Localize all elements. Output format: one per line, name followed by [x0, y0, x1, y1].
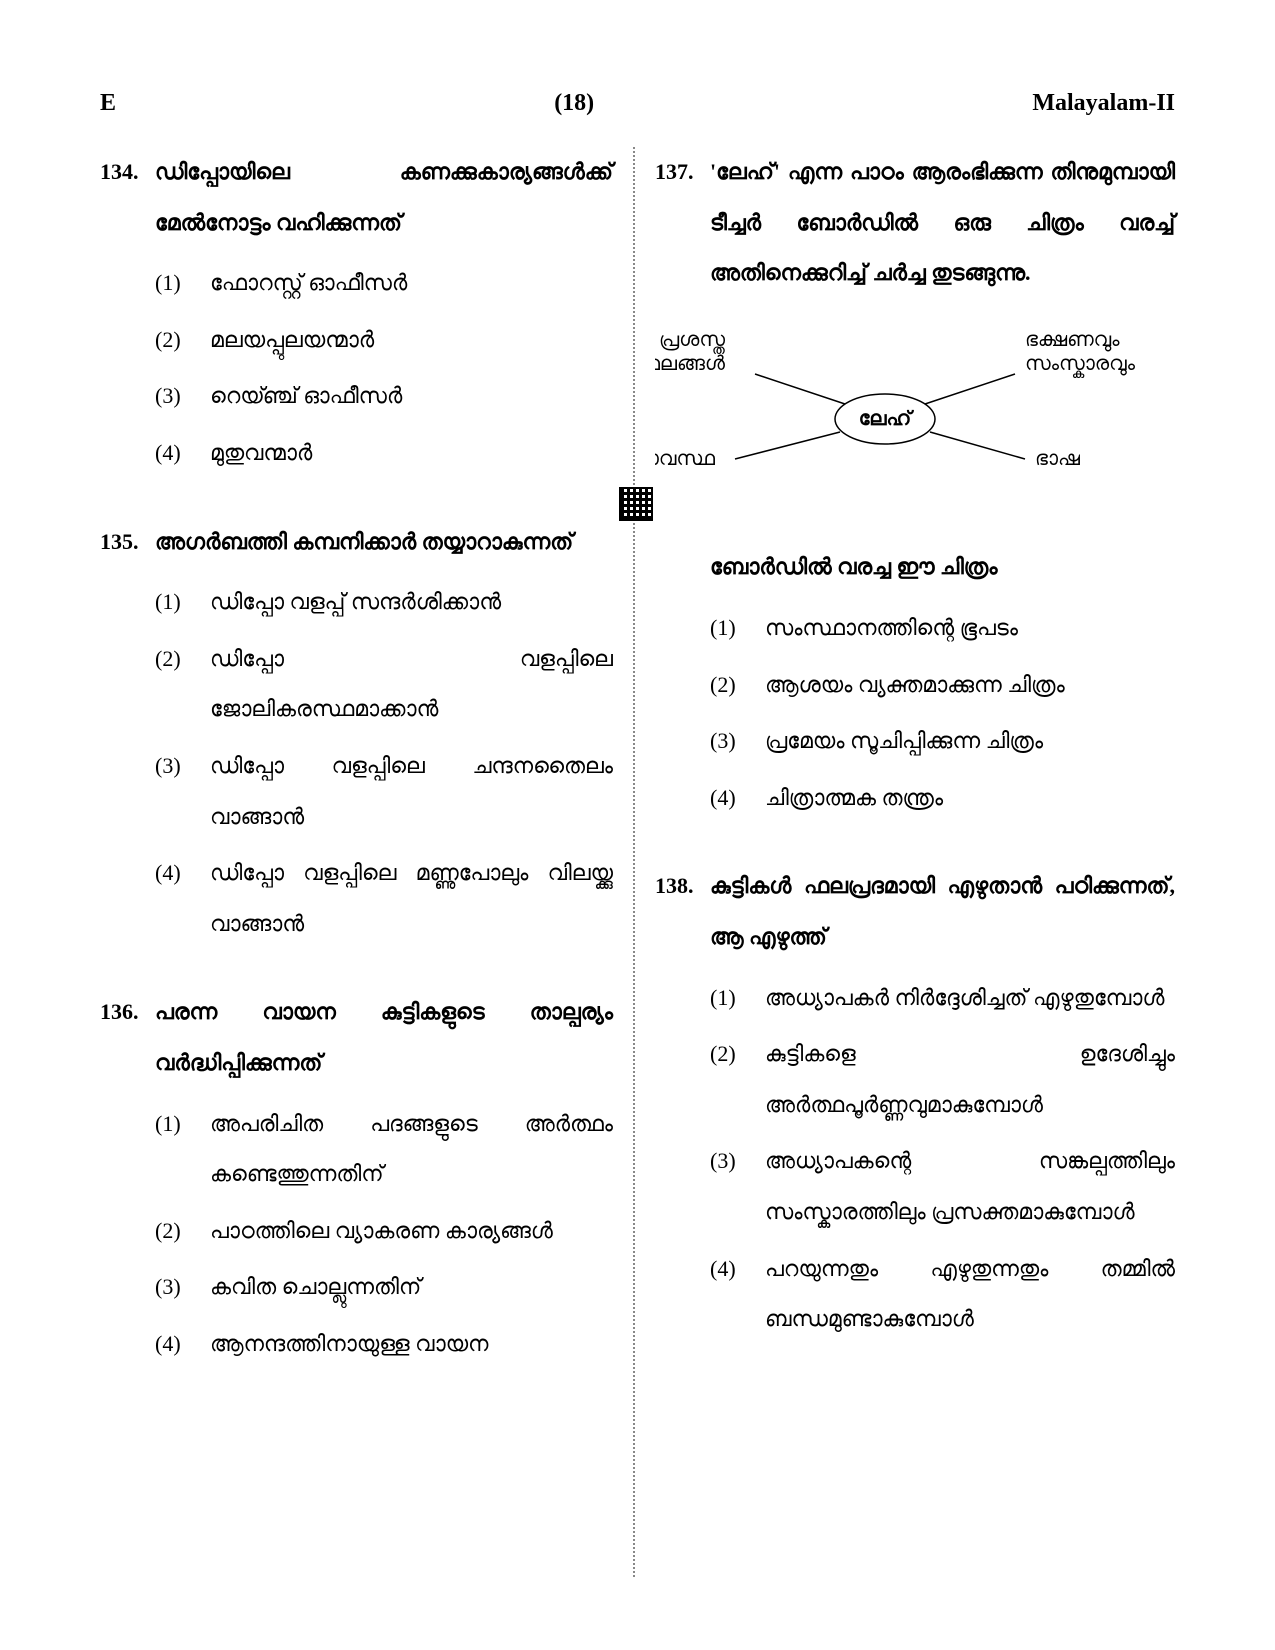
- option-text: പ്രമേയം സൂചിപ്പിക്കുന്ന ചിത്രം: [765, 716, 1175, 767]
- option-text: റെയ്ഞ്ച് ഓഫീസർ: [210, 371, 613, 422]
- option-number: (4): [155, 428, 210, 479]
- option-text: ആനന്ദത്തിനായുള്ള വായന: [210, 1319, 613, 1370]
- qr-code-icon: [619, 487, 653, 521]
- question-number: 134.: [100, 147, 155, 198]
- question-text: കുട്ടികൾ ഫലപ്രദമായി എഴുതാൻ പഠിക്കുന്നത്,…: [710, 861, 1175, 962]
- option-number: (3): [710, 716, 765, 767]
- options-list: (1)സംസ്ഥാനത്തിന്റെ ഭൂപടം(2)ആശയം വ്യക്തമാ…: [655, 603, 1175, 823]
- left-column: 134.ഡിപ്പോയിലെ കണക്കുകാര്യങ്ങൾക്ക് മേൽനോ…: [100, 147, 613, 1577]
- svg-text:കാലാവസ്ഥ: കാലാവസ്ഥ: [655, 448, 715, 470]
- option-text: കുട്ടികളെ ഉദേശിച്ചും അർത്ഥപൂർണ്ണവുമാകുമ്…: [765, 1029, 1175, 1130]
- option-text: മലയപ്പുലയന്മാർ: [210, 315, 613, 366]
- page-header: E (18) Malayalam-II: [100, 90, 1175, 117]
- option-text: പറയുന്നതും എഴുതുന്നതും തമ്മിൽ ബന്ധമുണ്ടാ…: [765, 1244, 1175, 1345]
- option: (4)ഡിപ്പോ വളപ്പിലെ മണ്ണുപോലും വിലയ്ക്കു …: [155, 848, 613, 949]
- column-divider: [633, 147, 635, 1577]
- option-number: (1): [155, 1099, 210, 1150]
- right-column: 137.'ലേഹ്' എന്ന പാഠം ആരംഭിക്കുന്ന തിനുമു…: [655, 147, 1175, 1577]
- question-number: 136.: [100, 987, 155, 1038]
- option-number: (2): [155, 315, 210, 366]
- question-number: 137.: [655, 147, 710, 198]
- option-number: (4): [710, 773, 765, 824]
- option: (1)സംസ്ഥാനത്തിന്റെ ഭൂപടം: [710, 603, 1175, 654]
- option-number: (4): [155, 848, 210, 899]
- question-text: 'ലേഹ്' എന്ന പാഠം ആരംഭിക്കുന്ന തിനുമുമ്പാ…: [710, 147, 1175, 299]
- header-center: (18): [554, 90, 594, 117]
- option-number: (4): [155, 1319, 210, 1370]
- option-text: ഡിപ്പോ വളപ്പിലെ ജോലികരസ്ഥമാക്കാൻ: [210, 634, 613, 735]
- options-list: (1)ഡിപ്പോ വളപ്പ് സന്ദർശിക്കാൻ(2)ഡിപ്പോ വ…: [100, 577, 613, 949]
- option-number: (4): [710, 1244, 765, 1295]
- option-text: ഡിപ്പോ വളപ്പിലെ ചന്ദനതൈലം വാങ്ങാൻ: [210, 741, 613, 842]
- header-right: Malayalam-II: [1032, 90, 1175, 117]
- option-number: (1): [155, 258, 210, 309]
- option-number: (3): [155, 371, 210, 422]
- option-number: (2): [710, 1029, 765, 1080]
- option: (4)പറയുന്നതും എഴുതുന്നതും തമ്മിൽ ബന്ധമുണ…: [710, 1244, 1175, 1345]
- option-number: (2): [710, 660, 765, 711]
- option-text: പാഠത്തിലെ വ്യാകരണ കാര്യങ്ങൾ: [210, 1206, 613, 1257]
- option-text: ഡിപ്പോ വളപ്പിലെ മണ്ണുപോലും വിലയ്ക്കു വാങ…: [210, 848, 613, 949]
- option: (3)റെയ്ഞ്ച് ഓഫീസർ: [155, 371, 613, 422]
- question: 138.കുട്ടികൾ ഫലപ്രദമായി എഴുതാൻ പഠിക്കുന്…: [655, 861, 1175, 1344]
- option-text: അധ്യാപകർ നിർദ്ദേശിച്ചത് എഴുതുമ്പോൾ: [765, 973, 1175, 1024]
- option-text: ചിത്രാത്മക തന്ത്രം: [765, 773, 1175, 824]
- question-sublabel: ബോർഡിൽ വരച്ച ഈ ചിത്രം: [710, 542, 1175, 593]
- header-left: E: [100, 90, 116, 117]
- option-number: (1): [710, 973, 765, 1024]
- question-number: 138.: [655, 861, 710, 912]
- option-number: (1): [710, 603, 765, 654]
- concept-diagram: ലേഹ് പ്രശസ്തസ്ഥലങ്ങൾ ഭക്ഷണവുംസംസ്കാരവും കാല…: [655, 324, 1175, 513]
- options-list: (1)അധ്യാപകർ നിർദ്ദേശിച്ചത് എഴുതുമ്പോൾ(2)…: [655, 973, 1175, 1345]
- svg-text:ലേഹ്: ലേഹ്: [859, 408, 915, 430]
- option-number: (2): [155, 1206, 210, 1257]
- option: (3)കവിത ചൊല്ലുന്നതിന്: [155, 1262, 613, 1313]
- option-text: ഡിപ്പോ വളപ്പ് സന്ദർശിക്കാൻ: [210, 577, 613, 628]
- question-text: അഗർബത്തി കമ്പനിക്കാർ തയ്യാറാകുന്നത്: [155, 517, 613, 568]
- option: (3)ഡിപ്പോ വളപ്പിലെ ചന്ദനതൈലം വാങ്ങാൻ: [155, 741, 613, 842]
- option: (1)അപരിചിത പദങ്ങളുടെ അർത്ഥം കണ്ടെത്തുന്ന…: [155, 1099, 613, 1200]
- question: 135.അഗർബത്തി കമ്പനിക്കാർ തയ്യാറാകുന്നത് (…: [100, 517, 613, 950]
- option: (3)പ്രമേയം സൂചിപ്പിക്കുന്ന ചിത്രം: [710, 716, 1175, 767]
- svg-text:സംസ്കാരവും: സംസ്കാരവും: [1025, 353, 1136, 378]
- question-number: 135.: [100, 517, 155, 568]
- option: (1)അധ്യാപകർ നിർദ്ദേശിച്ചത് എഴുതുമ്പോൾ: [710, 973, 1175, 1024]
- option: (4)ചിത്രാത്മക തന്ത്രം: [710, 773, 1175, 824]
- option-text: ഫോറസ്റ്റ് ഓഫീസർ: [210, 258, 613, 309]
- option: (2)പാഠത്തിലെ വ്യാകരണ കാര്യങ്ങൾ: [155, 1206, 613, 1257]
- question: 137.'ലേഹ്' എന്ന പാഠം ആരംഭിക്കുന്ന തിനുമു…: [655, 147, 1175, 823]
- option-text: മുതുവന്മാർ: [210, 428, 613, 479]
- option-number: (3): [155, 1262, 210, 1313]
- option-text: ആശയം വ്യക്തമാക്കുന്ന ചിത്രം: [765, 660, 1175, 711]
- content-columns: 134.ഡിപ്പോയിലെ കണക്കുകാര്യങ്ങൾക്ക് മേൽനോ…: [100, 147, 1175, 1577]
- question-text: പരന്ന വായന കുട്ടികളുടെ താല്പര്യം വർദ്ധിപ…: [155, 987, 613, 1088]
- option-number: (2): [155, 634, 210, 685]
- svg-text:പ്രശസ്ത: പ്രശസ്ത: [659, 329, 725, 354]
- question-text: ഡിപ്പോയിലെ കണക്കുകാര്യങ്ങൾക്ക് മേൽനോട്ടം…: [155, 147, 613, 248]
- option-text: സംസ്ഥാനത്തിന്റെ ഭൂപടം: [765, 603, 1175, 654]
- option: (4)മുതുവന്മാർ: [155, 428, 613, 479]
- option-number: (3): [710, 1136, 765, 1187]
- option: (2)മലയപ്പുലയന്മാർ: [155, 315, 613, 366]
- svg-text:ഭാഷ: ഭാഷ: [1035, 448, 1080, 470]
- option-text: അധ്യാപകന്റെ സങ്കല്പത്തിലും സംസ്കാരത്തിലു…: [765, 1136, 1175, 1237]
- option: (1)ഡിപ്പോ വളപ്പ് സന്ദർശിക്കാൻ: [155, 577, 613, 628]
- question: 134.ഡിപ്പോയിലെ കണക്കുകാര്യങ്ങൾക്ക് മേൽനോ…: [100, 147, 613, 479]
- option: (2)കുട്ടികളെ ഉദേശിച്ചും അർത്ഥപൂർണ്ണവുമാക…: [710, 1029, 1175, 1130]
- option: (2)ആശയം വ്യക്തമാക്കുന്ന ചിത്രം: [710, 660, 1175, 711]
- options-list: (1)അപരിചിത പദങ്ങളുടെ അർത്ഥം കണ്ടെത്തുന്ന…: [100, 1099, 613, 1370]
- option-text: കവിത ചൊല്ലുന്നതിന്: [210, 1262, 613, 1313]
- option: (4)ആനന്ദത്തിനായുള്ള വായന: [155, 1319, 613, 1370]
- options-list: (1)ഫോറസ്റ്റ് ഓഫീസർ(2)മലയപ്പുലയന്മാർ(3)റെ…: [100, 258, 613, 478]
- question: 136.പരന്ന വായന കുട്ടികളുടെ താല്പര്യം വർദ…: [100, 987, 613, 1369]
- option: (3)അധ്യാപകന്റെ സങ്കല്പത്തിലും സംസ്കാരത്ത…: [710, 1136, 1175, 1237]
- option-number: (1): [155, 577, 210, 628]
- svg-text:ഭക്ഷണവും: ഭക്ഷണവും: [1025, 329, 1120, 351]
- option-number: (3): [155, 741, 210, 792]
- option: (1)ഫോറസ്റ്റ് ഓഫീസർ: [155, 258, 613, 309]
- svg-text:സ്ഥലങ്ങൾ: സ്ഥലങ്ങൾ: [655, 353, 726, 375]
- option: (2)ഡിപ്പോ വളപ്പിലെ ജോലികരസ്ഥമാക്കാൻ: [155, 634, 613, 735]
- option-text: അപരിചിത പദങ്ങളുടെ അർത്ഥം കണ്ടെത്തുന്നതിന…: [210, 1099, 613, 1200]
